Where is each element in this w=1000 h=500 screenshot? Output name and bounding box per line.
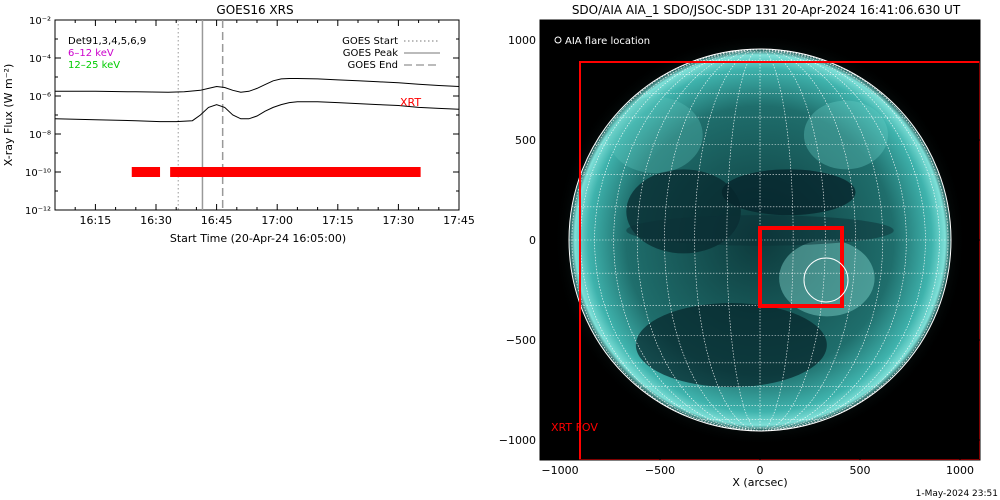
goes-x-axis-label: Start Time (20-Apr-24 16:05:00) bbox=[170, 232, 346, 245]
xrt-fov-inner-box bbox=[758, 226, 844, 308]
aia-image-title: SDO/AIA AIA_1 SDO/JSOC-SDP 131 20-Apr-20… bbox=[572, 3, 961, 17]
goes-x-axis: 16:15 16:30 16:45 17:00 17:15 17:30 17:45 bbox=[74, 20, 475, 227]
goes-detector-legend-item: 6–12 keV bbox=[68, 48, 114, 59]
longitude-line bbox=[726, 49, 761, 431]
heliographic-grid bbox=[569, 49, 951, 431]
footer-timestamp: 1-May-2024 23:51 bbox=[916, 489, 998, 499]
aia-x-axis: −1000 −500 0 500 1000 bbox=[541, 20, 974, 477]
goes-y-tick-label: 10⁻⁴ bbox=[29, 54, 51, 65]
goes-y-tick-label: 10⁻⁶ bbox=[29, 92, 51, 103]
goes-x-tick-label: 17:30 bbox=[383, 214, 415, 227]
goes-event-markers bbox=[177, 20, 224, 210]
xrt-coverage-bars bbox=[131, 167, 421, 177]
aia-y-axis: −1000 −500 0 500 1000 bbox=[499, 34, 980, 447]
solar-region bbox=[635, 303, 827, 388]
longitude-line bbox=[664, 49, 761, 431]
longitude-line bbox=[613, 49, 761, 431]
goes-short-channel-curve bbox=[54, 101, 460, 123]
aia-y-tick-label: −500 bbox=[506, 334, 536, 347]
solar-region bbox=[607, 96, 703, 174]
goes-x-tick-label: 16:30 bbox=[140, 214, 172, 227]
longitude-line bbox=[759, 49, 884, 431]
goes-xrs-chart: GOES16 XRS 16:15 16:30 16:45 17:00 17:15 17:3… bbox=[2, 3, 475, 245]
aia-x-tick-label: −500 bbox=[645, 464, 675, 477]
xrt-coverage-bar bbox=[131, 167, 161, 177]
aia-x-axis-label: X (arcsec) bbox=[732, 476, 787, 489]
aia-x-tick-label: 1000 bbox=[946, 464, 974, 477]
xrt-fov-label: XRT FOV bbox=[551, 421, 598, 434]
aia-x-tick-label: 0 bbox=[757, 464, 764, 477]
longitude-line bbox=[759, 49, 794, 431]
aia-y-tick-label: −1000 bbox=[499, 434, 536, 447]
goes-y-tick-label: 10⁻² bbox=[29, 16, 51, 27]
aia-y-tick-label: 1000 bbox=[508, 34, 536, 47]
goes-plot-frame bbox=[54, 19, 460, 211]
goes-x-tick-label: 16:45 bbox=[201, 214, 233, 227]
goes-y-axis-label: X-ray Flux (W m⁻²) bbox=[2, 64, 15, 166]
longitude-line bbox=[759, 49, 907, 431]
xrt-coverage-label: XRT bbox=[400, 96, 421, 109]
goes-y-tick-label: 10⁻¹⁰ bbox=[25, 168, 51, 179]
goes-event-legend-item: GOES Start bbox=[342, 36, 398, 47]
longitude-line bbox=[694, 49, 761, 431]
goes-x-tick-label: 16:15 bbox=[80, 214, 112, 227]
longitude-line bbox=[759, 49, 856, 431]
longitude-line bbox=[759, 49, 940, 431]
aia-y-tick-label: 500 bbox=[515, 134, 536, 147]
goes-flux-series bbox=[54, 78, 460, 123]
aia-y-tick-label: 0 bbox=[529, 234, 536, 247]
flare-legend-label: AIA flare location bbox=[565, 36, 650, 47]
longitude-line bbox=[594, 49, 761, 431]
goes-detector-legend-item: Det91,3,4,5,6,9 bbox=[68, 36, 146, 47]
goes-y-tick-label: 10⁻⁸ bbox=[29, 130, 51, 141]
aia-image-panel: SDO/AIA AIA_1 SDO/JSOC-SDP 131 20-Apr-20… bbox=[499, 3, 981, 489]
goes-y-tick-label: 10⁻¹² bbox=[25, 206, 51, 217]
goes-chart-title: GOES16 XRS bbox=[216, 3, 293, 17]
solar-limb-outline bbox=[568, 48, 952, 432]
aia-x-tick-label: −1000 bbox=[541, 464, 578, 477]
solar-region bbox=[721, 169, 856, 216]
longitude-line bbox=[759, 49, 949, 431]
solar-region bbox=[779, 240, 875, 317]
xrt-fov-outer-box bbox=[579, 61, 980, 460]
goes-event-legend-item: GOES End bbox=[348, 60, 398, 71]
goes-y-axis: 10⁻² 10⁻⁴ 10⁻⁶ 10⁻⁸ 10⁻¹⁰ 10⁻¹² bbox=[25, 16, 459, 217]
goes-event-legend-item: GOES Peak bbox=[343, 48, 398, 59]
longitude-line bbox=[571, 49, 761, 431]
goes-x-tick-label: 17:15 bbox=[322, 214, 354, 227]
goes-x-tick-label: 17:00 bbox=[261, 214, 293, 227]
xrt-coverage-bar bbox=[170, 167, 421, 177]
goes-x-tick-label: 17:45 bbox=[443, 214, 475, 227]
flare-legend-icon bbox=[554, 36, 562, 44]
solar-region bbox=[803, 100, 888, 170]
longitude-line bbox=[759, 49, 926, 431]
longitude-line bbox=[636, 49, 761, 431]
longitude-line bbox=[759, 49, 826, 431]
aia-x-tick-label: 500 bbox=[850, 464, 871, 477]
goes-long-channel-curve bbox=[55, 78, 460, 93]
goes-detector-legend-item: 12–25 keV bbox=[68, 60, 120, 71]
longitude-line bbox=[580, 49, 761, 431]
aia-flare-location-circle bbox=[803, 257, 849, 303]
